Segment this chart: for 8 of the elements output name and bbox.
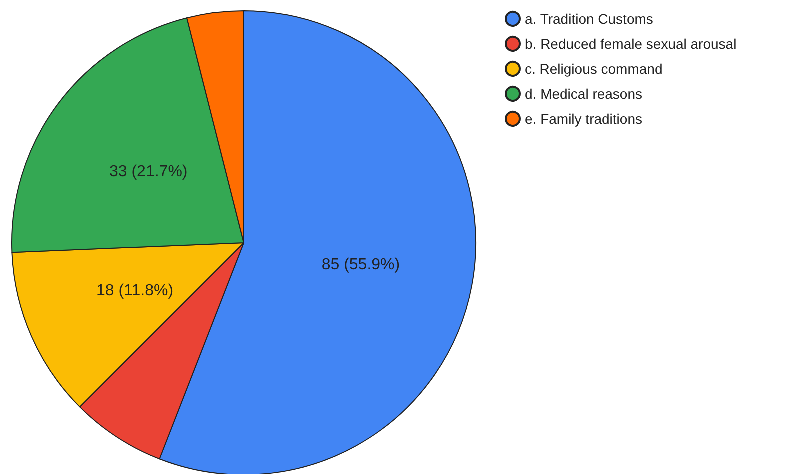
data-label: 85 (55.9%) <box>322 256 400 274</box>
legend-label: c. Religious command <box>525 61 663 77</box>
legend-label: b. Reduced female sexual arousal <box>525 36 737 52</box>
legend-label: d. Medical reasons <box>525 86 643 102</box>
data-label: 33 (21.7%) <box>109 163 188 180</box>
legend-label: a. Tradition Customs <box>525 11 654 27</box>
data-label: 18 (11.8%) <box>96 282 174 300</box>
legend-label: e. Family traditions <box>525 111 642 127</box>
